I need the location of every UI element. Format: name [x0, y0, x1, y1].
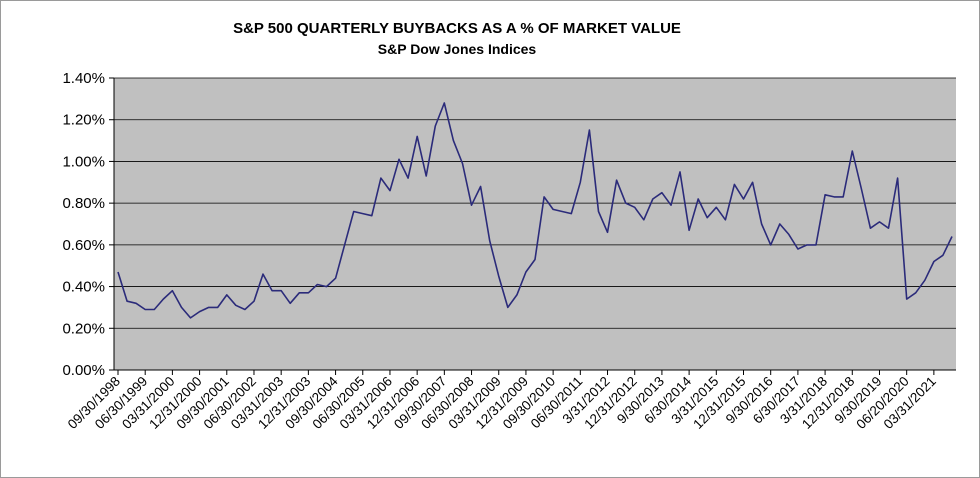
- chart-title: S&P 500 QUARTERLY BUYBACKS AS A % OF MAR…: [233, 20, 681, 37]
- y-tick-label: 1.20%: [62, 112, 105, 129]
- y-tick-label: 0.40%: [62, 279, 105, 296]
- chart-subtitle: S&P Dow Jones Indices: [377, 41, 537, 57]
- y-tick-label: 0.60%: [62, 237, 105, 254]
- gridlines: [114, 77, 956, 329]
- y-tick-label: 0.20%: [62, 320, 105, 337]
- y-tick-label: 0.00%: [62, 362, 105, 379]
- plot-area: [114, 78, 956, 370]
- y-tick-label: 1.00%: [62, 153, 105, 170]
- y-tick-label: 1.40%: [62, 70, 105, 87]
- y-tick-label: 0.80%: [62, 195, 105, 212]
- y-axis-ticks: 0.00% 0.20% 0.40% 0.60% 0.80% 1.00% 1.20% 1.40%: [62, 70, 114, 379]
- x-axis-ticks: 09/30/199806/30/199903/31/200012/31/2000…: [65, 370, 939, 432]
- series-line-buybacks: [117, 102, 953, 319]
